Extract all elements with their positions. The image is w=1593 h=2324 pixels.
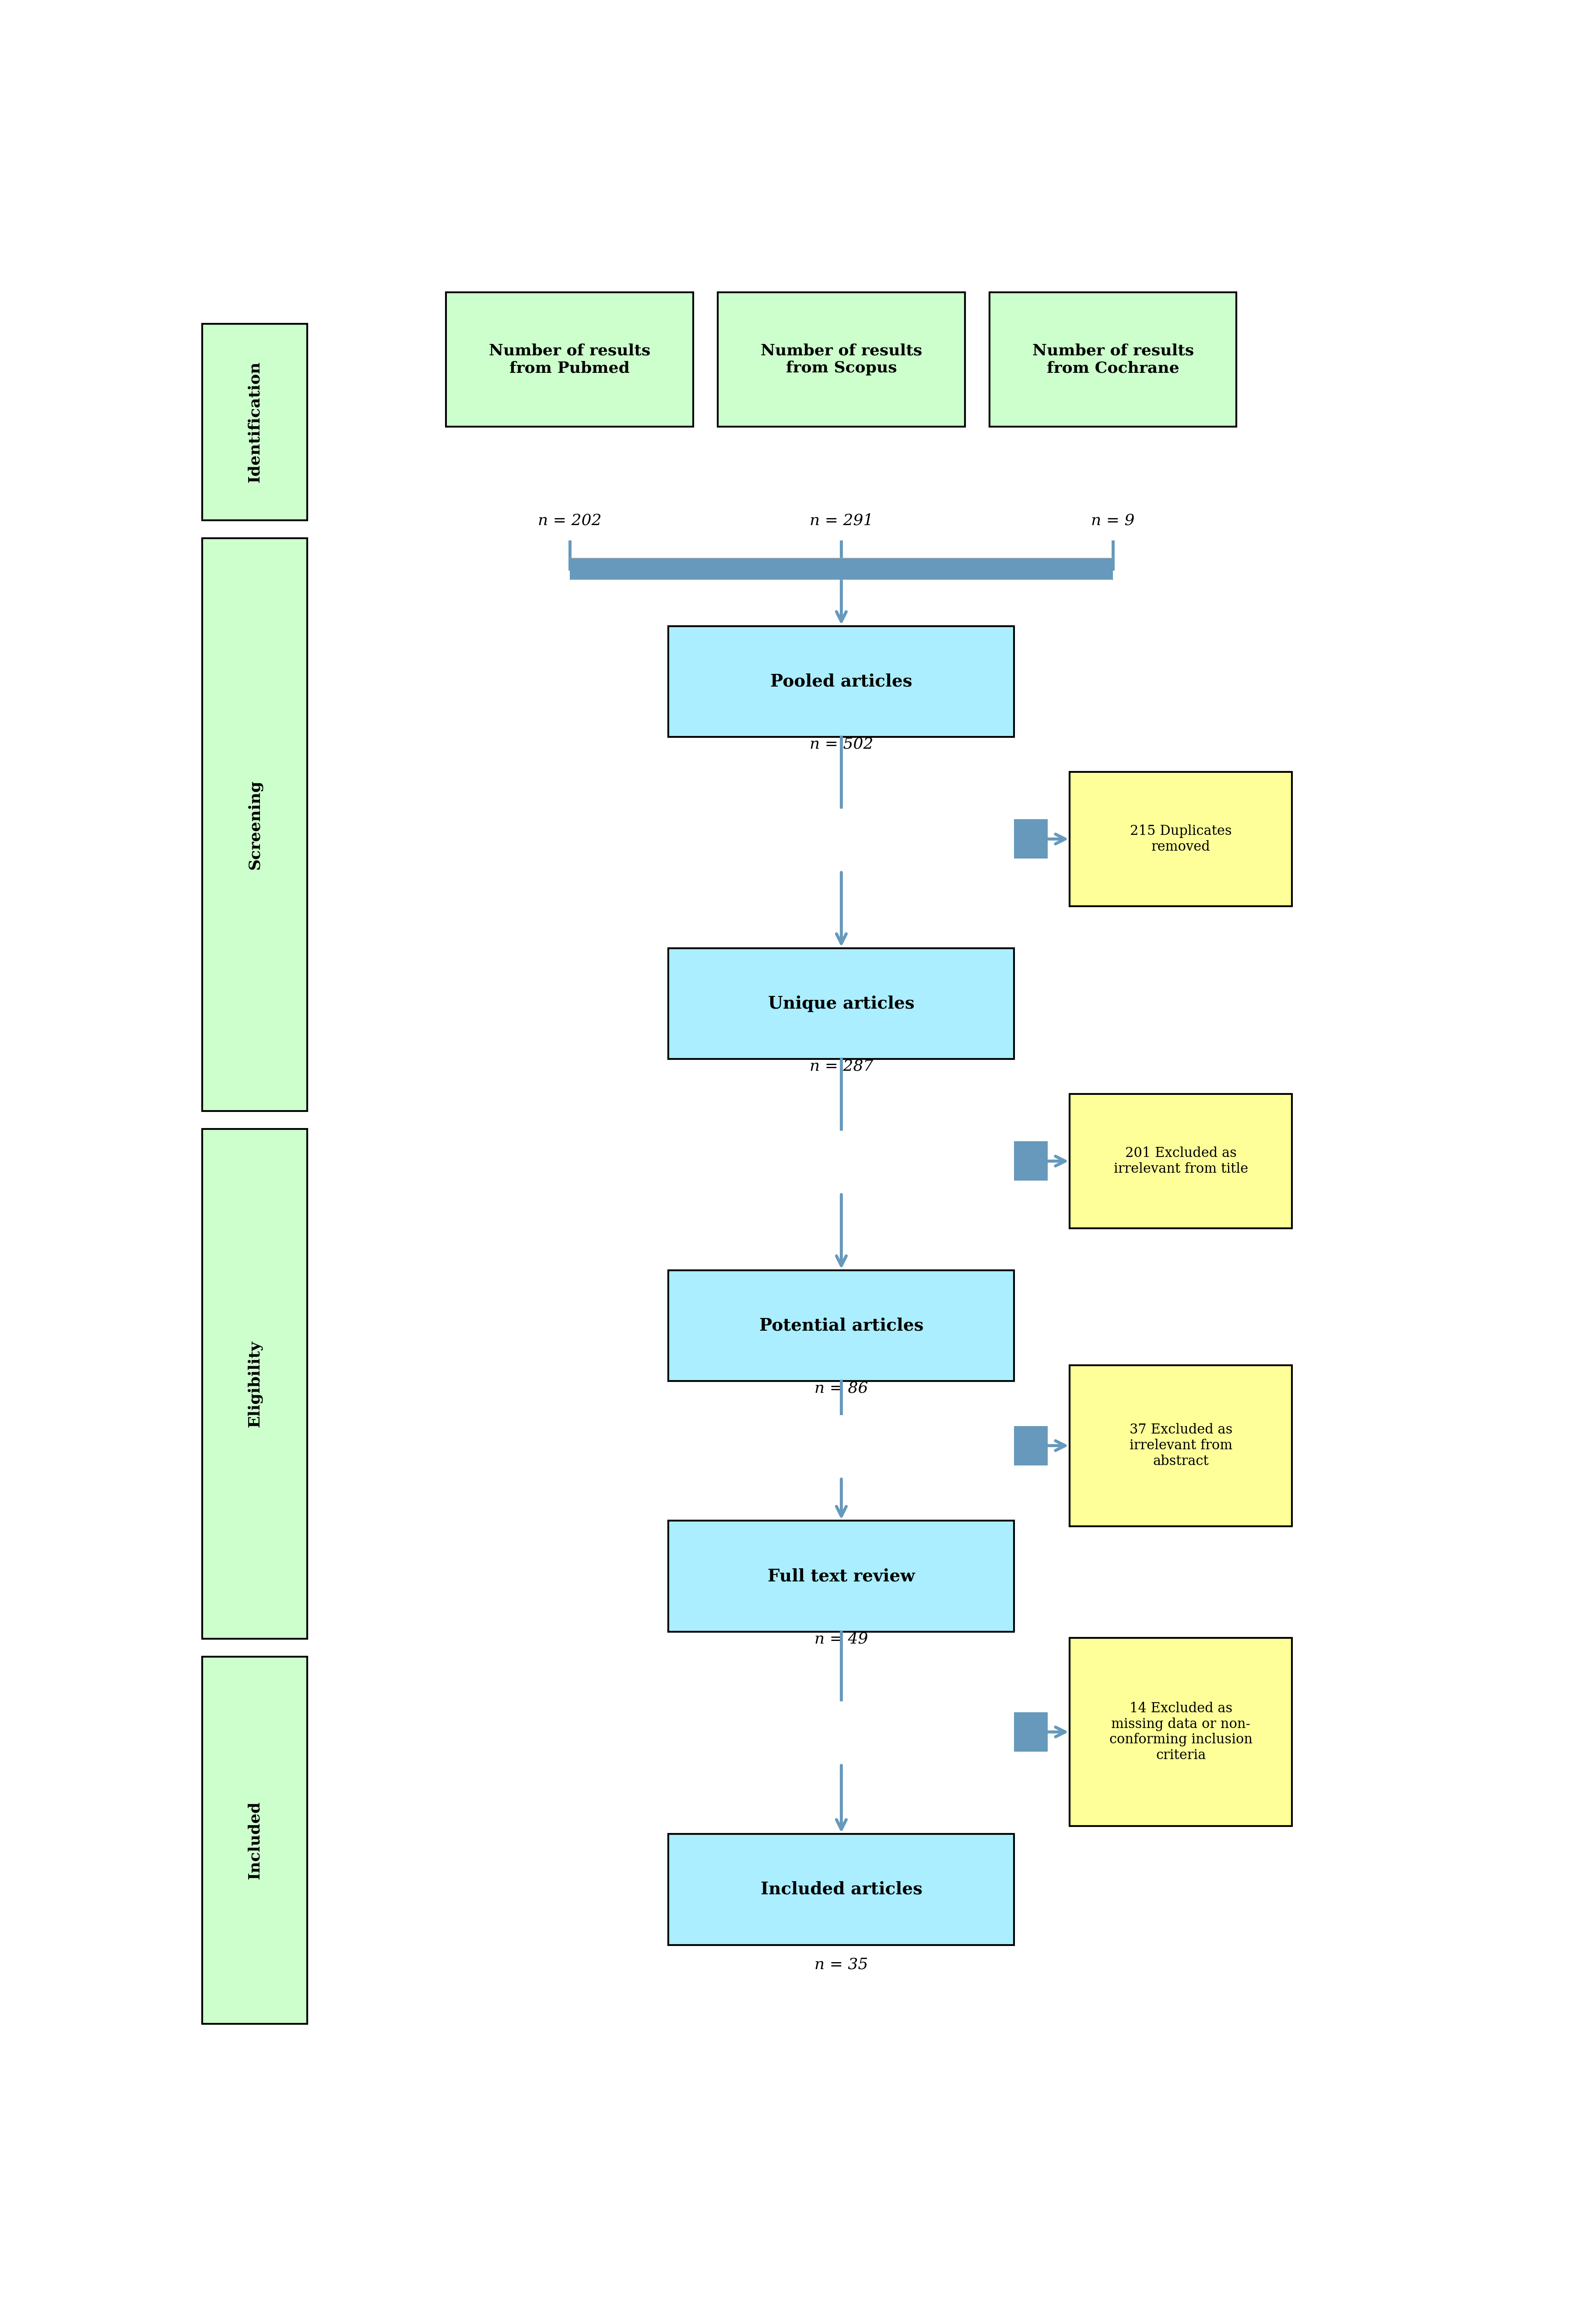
- Bar: [1015, 1427, 1047, 1466]
- Text: n = 9: n = 9: [1091, 514, 1134, 528]
- Bar: [570, 558, 1112, 579]
- Text: Screening: Screening: [247, 781, 263, 869]
- Text: Included: Included: [247, 1801, 263, 1880]
- Text: Number of results
from Cochrane: Number of results from Cochrane: [1032, 344, 1193, 376]
- Bar: [669, 1520, 1015, 1631]
- Text: Number of results
from Scopus: Number of results from Scopus: [760, 344, 922, 376]
- Text: Number of results
from Pubmed: Number of results from Pubmed: [489, 344, 650, 376]
- Bar: [1069, 1364, 1292, 1527]
- Text: n = 291: n = 291: [809, 514, 873, 528]
- Bar: [446, 293, 693, 428]
- Bar: [1069, 1095, 1292, 1227]
- Bar: [1015, 1141, 1047, 1181]
- Text: n = 502: n = 502: [809, 737, 873, 751]
- Text: Identification: Identification: [247, 360, 263, 483]
- Text: 201 Excluded as
irrelevant from title: 201 Excluded as irrelevant from title: [1114, 1146, 1247, 1176]
- Bar: [669, 948, 1015, 1060]
- Text: Unique articles: Unique articles: [768, 995, 914, 1011]
- Bar: [669, 625, 1015, 737]
- Text: n = 287: n = 287: [809, 1060, 873, 1074]
- Text: n = 49: n = 49: [814, 1631, 868, 1645]
- Bar: [202, 1129, 307, 1638]
- Bar: [1015, 820, 1047, 858]
- Bar: [718, 293, 965, 428]
- Text: 215 Duplicates
removed: 215 Duplicates removed: [1129, 825, 1231, 853]
- Text: Pooled articles: Pooled articles: [769, 674, 913, 690]
- Text: n = 202: n = 202: [538, 514, 601, 528]
- Bar: [669, 1834, 1015, 1945]
- Text: n = 86: n = 86: [814, 1380, 868, 1397]
- Bar: [1069, 772, 1292, 906]
- Text: Potential articles: Potential articles: [758, 1318, 924, 1334]
- Bar: [1015, 1713, 1047, 1752]
- Text: Full text review: Full text review: [768, 1569, 914, 1585]
- Text: Included articles: Included articles: [760, 1880, 922, 1899]
- Bar: [1069, 1638, 1292, 1827]
- Text: 14 Excluded as
missing data or non-
conforming inclusion
criteria: 14 Excluded as missing data or non- conf…: [1109, 1701, 1252, 1762]
- Bar: [202, 1657, 307, 2024]
- Bar: [202, 539, 307, 1111]
- Text: 37 Excluded as
irrelevant from
abstract: 37 Excluded as irrelevant from abstract: [1129, 1422, 1231, 1469]
- Bar: [669, 1271, 1015, 1380]
- Text: n = 35: n = 35: [814, 1957, 868, 1973]
- Bar: [202, 323, 307, 521]
- Text: Eligibility: Eligibility: [247, 1341, 263, 1427]
- Bar: [989, 293, 1236, 428]
